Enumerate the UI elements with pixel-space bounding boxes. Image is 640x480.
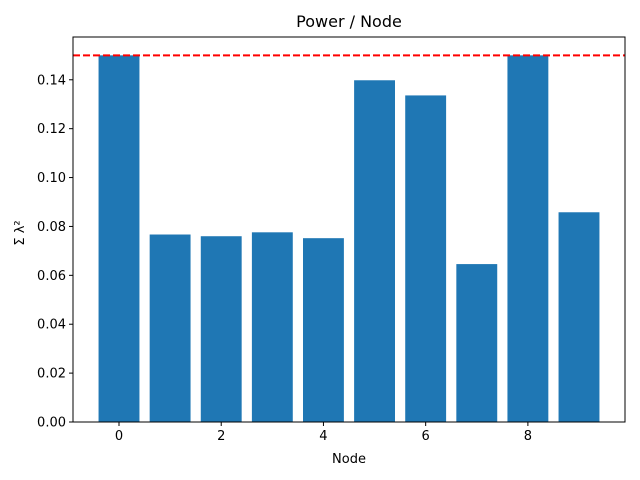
x-tick-label-0: 0 xyxy=(115,429,123,444)
y-tick-label-2: 0.04 xyxy=(37,318,66,333)
x-tick-label-8: 8 xyxy=(524,429,532,444)
bars-group xyxy=(98,55,600,423)
y-axis: 0.00 0.02 0.04 0.06 0.08 0.10 0.12 0.14 xyxy=(37,73,73,431)
y-tick-label-0: 0.00 xyxy=(37,416,66,431)
bar-node-4 xyxy=(303,238,344,422)
bar-node-8 xyxy=(507,55,549,422)
bar-node-5 xyxy=(354,80,395,423)
y-tick-label-3: 0.06 xyxy=(37,269,66,284)
y-tick-label-4: 0.08 xyxy=(37,220,66,235)
bar-node-2 xyxy=(200,236,242,422)
x-axis: 0 2 4 6 8 xyxy=(115,422,532,444)
y-axis-label: Σ λ² xyxy=(13,220,28,245)
y-tick-label-6: 0.12 xyxy=(37,122,66,137)
bar-node-1 xyxy=(149,234,191,422)
bar-node-9 xyxy=(558,212,600,422)
x-tick-label-4: 4 xyxy=(319,429,327,444)
x-axis-label: Node xyxy=(332,452,366,467)
bar-node-3 xyxy=(251,232,293,422)
y-tick-label-1: 0.02 xyxy=(37,367,66,382)
plot-frame xyxy=(72,36,626,423)
x-tick-label-2: 2 xyxy=(217,429,225,444)
y-tick-label-5: 0.10 xyxy=(37,171,66,186)
bar-node-7 xyxy=(456,264,498,422)
bar-node-6 xyxy=(405,95,447,422)
bar-node-0 xyxy=(98,55,140,422)
y-tick-label-7: 0.14 xyxy=(37,73,66,88)
x-tick-label-6: 6 xyxy=(422,429,430,444)
chart-title: Power / Node xyxy=(296,12,402,31)
